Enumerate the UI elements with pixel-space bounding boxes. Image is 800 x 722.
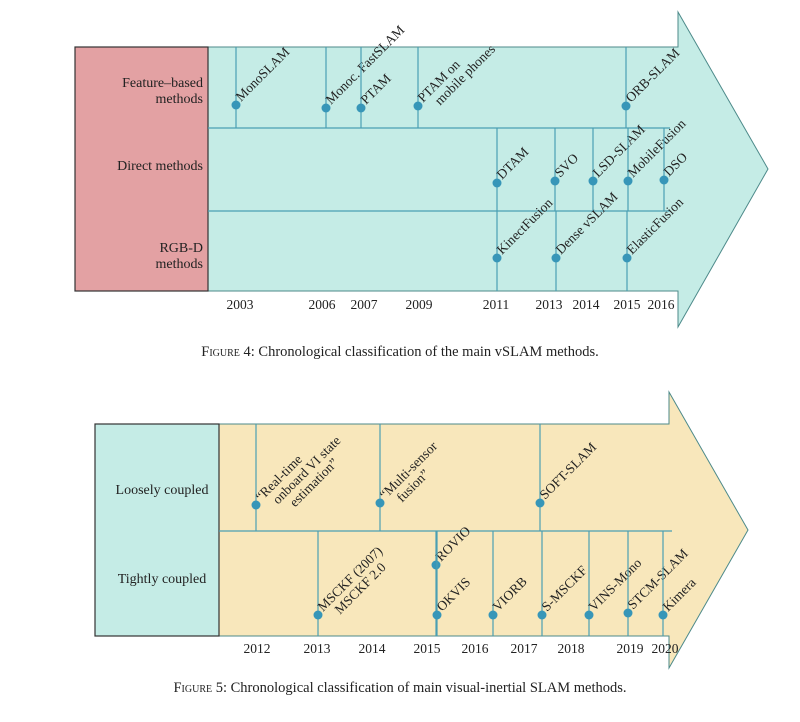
event-point <box>432 610 442 620</box>
year-label: 2014 <box>573 297 600 312</box>
event-point <box>356 103 366 113</box>
event-point <box>551 253 561 263</box>
year-label: 2016 <box>648 297 675 312</box>
caption-text: Chronological classification of the main… <box>254 344 599 360</box>
event-point <box>488 610 498 620</box>
year-label: 2013 <box>304 641 331 656</box>
row-label: Tightly coupled <box>118 572 207 587</box>
event-point <box>658 610 668 620</box>
row-label: Loosely coupled <box>116 483 209 498</box>
caption-label: Figure 4: <box>201 344 255 360</box>
row-label-line: RGB-D <box>159 241 203 256</box>
row-label-line: methods <box>156 92 203 107</box>
event-point <box>313 610 323 620</box>
caption-text: Chronological classification of main vis… <box>227 680 627 696</box>
event-point <box>622 253 632 263</box>
row-label: Direct methods <box>117 159 203 174</box>
row-label: Feature–based methods <box>122 76 203 107</box>
year-label: 2014 <box>359 641 386 656</box>
year-label: 2020 <box>652 641 679 656</box>
row-label-line: methods <box>156 257 203 272</box>
row-label: RGB-D methods <box>156 241 203 272</box>
event-point <box>492 178 502 188</box>
event-point <box>492 253 502 263</box>
row-label-line: Direct methods <box>117 159 203 174</box>
event-point <box>623 176 633 186</box>
year-label: 2006 <box>309 297 336 312</box>
event-point <box>413 101 423 111</box>
year-label: 2009 <box>406 297 433 312</box>
event-point <box>321 103 331 113</box>
event-point <box>375 498 385 508</box>
row-label-line: Feature–based <box>122 76 203 91</box>
event-point <box>550 176 560 186</box>
event-point <box>623 608 633 618</box>
event-point <box>431 560 441 570</box>
year-label: 2013 <box>536 297 563 312</box>
year-label: 2015 <box>614 297 641 312</box>
fig4-timeline-arrow <box>207 10 769 329</box>
event-point <box>659 175 669 185</box>
event-point <box>537 610 547 620</box>
figure-5-caption: Figure 5: Chronological classification o… <box>0 680 800 697</box>
year-label: 2016 <box>462 641 489 656</box>
event-point <box>251 500 261 510</box>
year-label: 2015 <box>414 641 441 656</box>
year-label: 2012 <box>244 641 271 656</box>
year-label: 2003 <box>227 297 254 312</box>
year-label: 2019 <box>617 641 644 656</box>
year-label: 2018 <box>558 641 585 656</box>
event-point <box>588 176 598 186</box>
event-point <box>535 498 545 508</box>
event-point <box>621 101 631 111</box>
fig4-category-box <box>74 46 209 292</box>
figure-4-caption: Figure 4: Chronological classification o… <box>0 344 800 361</box>
caption-label: Figure 5: <box>173 680 228 696</box>
year-label: 2017 <box>511 641 538 656</box>
event-point <box>584 610 594 620</box>
row-label-line: Tightly coupled <box>118 572 207 587</box>
fig5-timeline-arrow <box>218 390 749 670</box>
fig5-category-box <box>94 423 220 637</box>
row-label-line: Loosely coupled <box>116 483 209 498</box>
year-label: 2011 <box>483 297 510 312</box>
event-point <box>231 100 241 110</box>
year-label: 2007 <box>351 297 378 312</box>
